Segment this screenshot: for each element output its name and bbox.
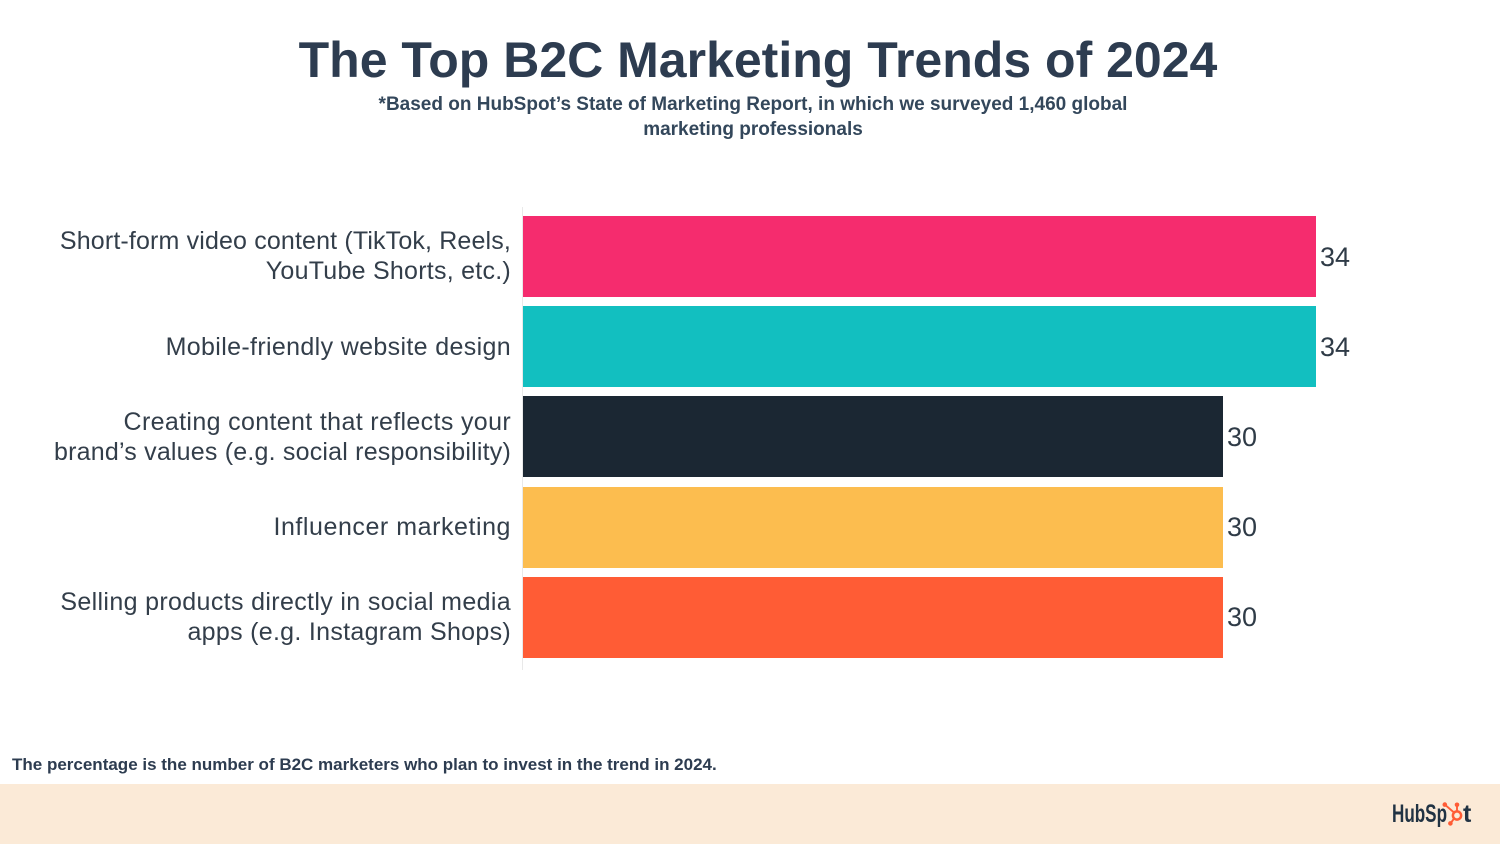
svg-text:t: t <box>1463 800 1472 828</box>
svg-text:HubSp: HubSp <box>1392 800 1447 828</box>
